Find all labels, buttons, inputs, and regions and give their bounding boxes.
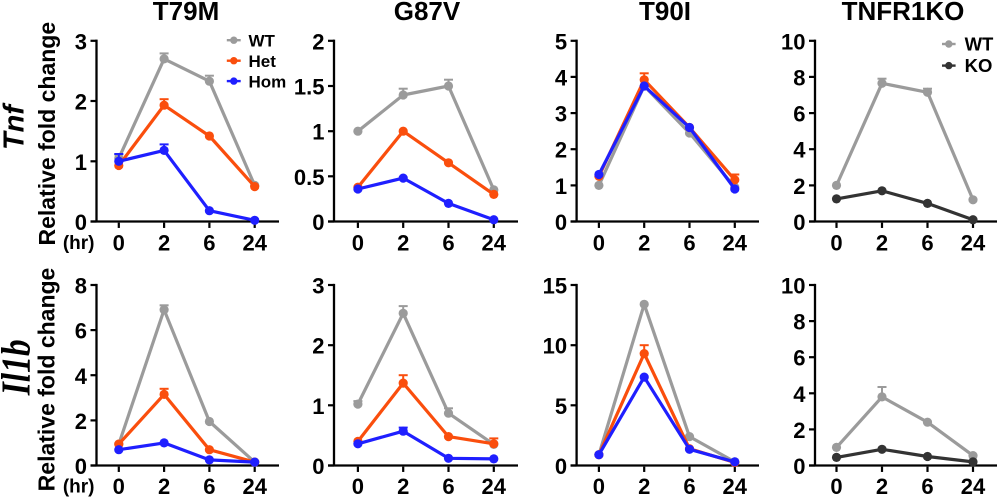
svg-text:0: 0 <box>352 231 364 256</box>
svg-text:4: 4 <box>793 138 806 163</box>
svg-text:0: 0 <box>312 454 324 479</box>
svg-text:(hr): (hr) <box>63 233 95 254</box>
svg-text:5: 5 <box>555 394 567 419</box>
svg-text:24: 24 <box>242 231 267 256</box>
svg-text:24: 24 <box>482 474 507 499</box>
svg-text:2: 2 <box>793 418 805 443</box>
svg-text:TNFR1KO: TNFR1KO <box>842 0 965 26</box>
svg-text:Relative fold change: Relative fold change <box>34 22 60 246</box>
svg-text:6: 6 <box>203 231 215 256</box>
svg-text:2: 2 <box>876 231 888 256</box>
svg-text:0: 0 <box>555 454 567 479</box>
svg-text:1: 1 <box>75 150 87 175</box>
svg-text:6: 6 <box>442 474 454 499</box>
svg-text:15: 15 <box>543 274 567 299</box>
svg-text:2: 2 <box>397 474 409 499</box>
svg-text:1.5: 1.5 <box>294 75 325 100</box>
svg-text:2: 2 <box>638 231 650 256</box>
svg-text:2: 2 <box>793 174 805 199</box>
svg-text:10: 10 <box>543 334 567 359</box>
svg-text:0.5: 0.5 <box>294 165 325 190</box>
svg-text:2: 2 <box>638 474 650 499</box>
svg-text:24: 24 <box>482 231 507 256</box>
svg-text:6: 6 <box>75 319 87 344</box>
svg-text:2: 2 <box>158 474 170 499</box>
svg-text:Tnf: Tnf <box>0 102 31 150</box>
svg-text:0: 0 <box>75 454 87 479</box>
svg-text:0: 0 <box>593 474 605 499</box>
svg-text:10: 10 <box>781 274 805 299</box>
svg-text:2: 2 <box>555 138 567 163</box>
svg-text:(hr): (hr) <box>63 476 95 497</box>
svg-text:Il1b: Il1b <box>0 339 40 396</box>
svg-text:0: 0 <box>75 210 87 235</box>
svg-text:2: 2 <box>312 334 324 359</box>
svg-text:G87V: G87V <box>394 0 461 26</box>
svg-text:Hom: Hom <box>249 72 287 91</box>
svg-text:0: 0 <box>830 474 842 499</box>
svg-text:24: 24 <box>961 231 986 256</box>
svg-text:0: 0 <box>352 474 364 499</box>
svg-text:6: 6 <box>203 474 215 499</box>
svg-text:8: 8 <box>793 65 805 90</box>
svg-text:0: 0 <box>113 474 125 499</box>
svg-text:2: 2 <box>312 29 324 54</box>
svg-text:3: 3 <box>312 274 324 299</box>
svg-text:2: 2 <box>158 231 170 256</box>
svg-text:6: 6 <box>442 231 454 256</box>
svg-text:10: 10 <box>781 29 805 54</box>
svg-text:6: 6 <box>683 474 695 499</box>
svg-text:WT: WT <box>965 33 994 54</box>
svg-text:6: 6 <box>921 474 933 499</box>
svg-text:0: 0 <box>793 210 805 235</box>
svg-text:3: 3 <box>75 29 87 54</box>
svg-text:6: 6 <box>683 231 695 256</box>
svg-text:0: 0 <box>830 231 842 256</box>
svg-text:24: 24 <box>723 231 748 256</box>
svg-text:0: 0 <box>312 210 324 235</box>
svg-text:3: 3 <box>555 102 567 127</box>
svg-text:Het: Het <box>249 52 277 71</box>
svg-text:4: 4 <box>555 65 568 90</box>
svg-text:2: 2 <box>397 231 409 256</box>
svg-text:1: 1 <box>312 394 324 419</box>
svg-text:1: 1 <box>312 120 324 145</box>
svg-text:0: 0 <box>113 231 125 256</box>
svg-text:KO: KO <box>965 55 993 76</box>
svg-text:2: 2 <box>876 474 888 499</box>
svg-text:6: 6 <box>921 231 933 256</box>
svg-text:24: 24 <box>242 474 267 499</box>
svg-text:T90I: T90I <box>639 0 691 26</box>
svg-text:6: 6 <box>793 102 805 127</box>
svg-text:0: 0 <box>555 210 567 235</box>
svg-text:2: 2 <box>75 90 87 115</box>
svg-text:Relative fold change: Relative fold change <box>33 268 59 492</box>
svg-text:WT: WT <box>249 32 276 51</box>
svg-text:0: 0 <box>793 454 805 479</box>
svg-text:T79M: T79M <box>153 0 219 26</box>
svg-text:24: 24 <box>961 474 986 499</box>
svg-text:2: 2 <box>75 409 87 434</box>
svg-text:5: 5 <box>555 29 567 54</box>
svg-text:0: 0 <box>593 231 605 256</box>
svg-text:8: 8 <box>75 274 87 299</box>
svg-text:1: 1 <box>555 174 567 199</box>
svg-text:4: 4 <box>793 382 806 407</box>
svg-text:6: 6 <box>793 346 805 371</box>
svg-text:8: 8 <box>793 310 805 335</box>
svg-text:4: 4 <box>75 364 88 389</box>
svg-text:24: 24 <box>723 474 748 499</box>
